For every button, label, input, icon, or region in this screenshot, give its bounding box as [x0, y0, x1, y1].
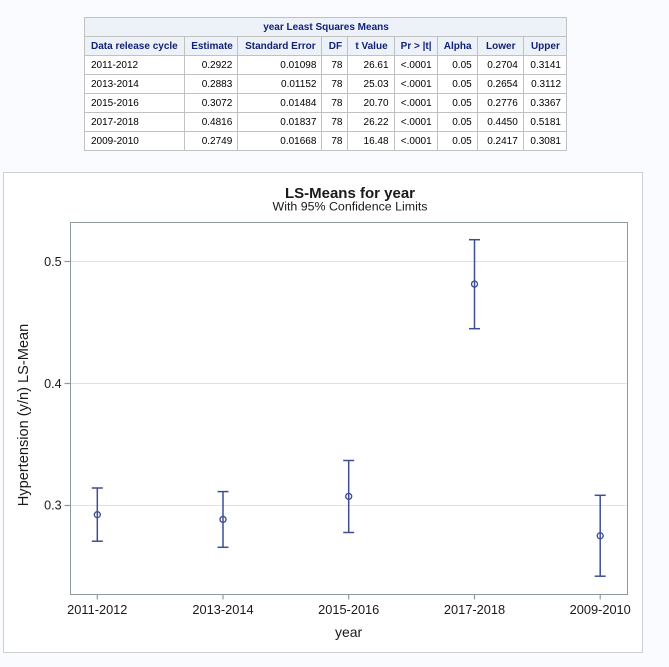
- svg-text:0.3: 0.3: [44, 498, 62, 512]
- svg-text:0.5: 0.5: [44, 255, 62, 269]
- svg-text:LS-Means for year: LS-Means for year: [285, 185, 415, 202]
- svg-text:With 95% Confidence Limits: With 95% Confidence Limits: [273, 199, 428, 213]
- svg-text:2017-2018: 2017-2018: [444, 602, 505, 617]
- svg-text:0.4: 0.4: [44, 377, 62, 391]
- svg-text:2015-2016: 2015-2016: [318, 602, 379, 617]
- svg-text:year: year: [335, 624, 363, 640]
- svg-text:Hypertension (y/n) LS-Mean: Hypertension (y/n) LS-Mean: [16, 324, 32, 507]
- svg-text:2013-2014: 2013-2014: [192, 602, 253, 617]
- svg-text:2009-2010: 2009-2010: [570, 602, 631, 617]
- svg-text:2011-2012: 2011-2012: [67, 602, 127, 617]
